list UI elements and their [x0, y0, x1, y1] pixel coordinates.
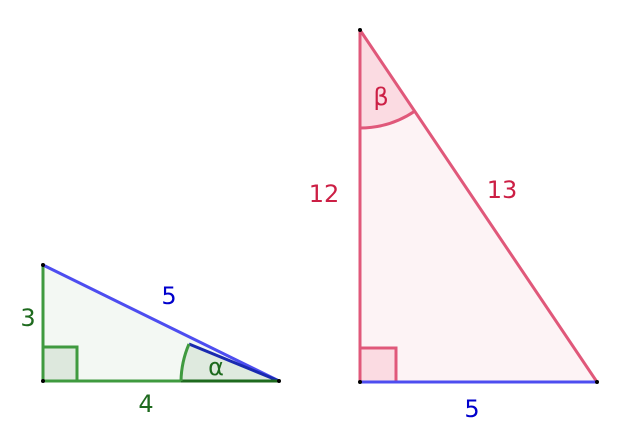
right-angle: [358, 346, 398, 384]
side-label: 13: [487, 176, 518, 204]
side-label: 3: [20, 304, 35, 332]
vertex: [41, 379, 45, 383]
side-label: 4: [138, 390, 153, 418]
side-label: 5: [464, 395, 479, 423]
side: [42, 263, 280, 383]
angle-arc: [359, 109, 416, 130]
angle-arc: [179, 343, 191, 382]
side: [188, 342, 280, 383]
vertex: [358, 380, 362, 384]
right-angle: [41, 345, 79, 383]
vertex: [358, 28, 362, 32]
side-label: 12: [309, 180, 340, 208]
side-label: 5: [161, 282, 176, 310]
angle-label: α: [208, 353, 224, 381]
vertex: [41, 263, 45, 267]
vertex: [595, 380, 599, 384]
angle-fill: [360, 30, 415, 128]
angle-label: β: [373, 83, 388, 111]
vertex: [277, 379, 281, 383]
triangle-large: 12 5 13 β: [309, 28, 599, 423]
side: [358, 29, 599, 383]
triangle-small: 3 4 5 α: [20, 263, 281, 418]
